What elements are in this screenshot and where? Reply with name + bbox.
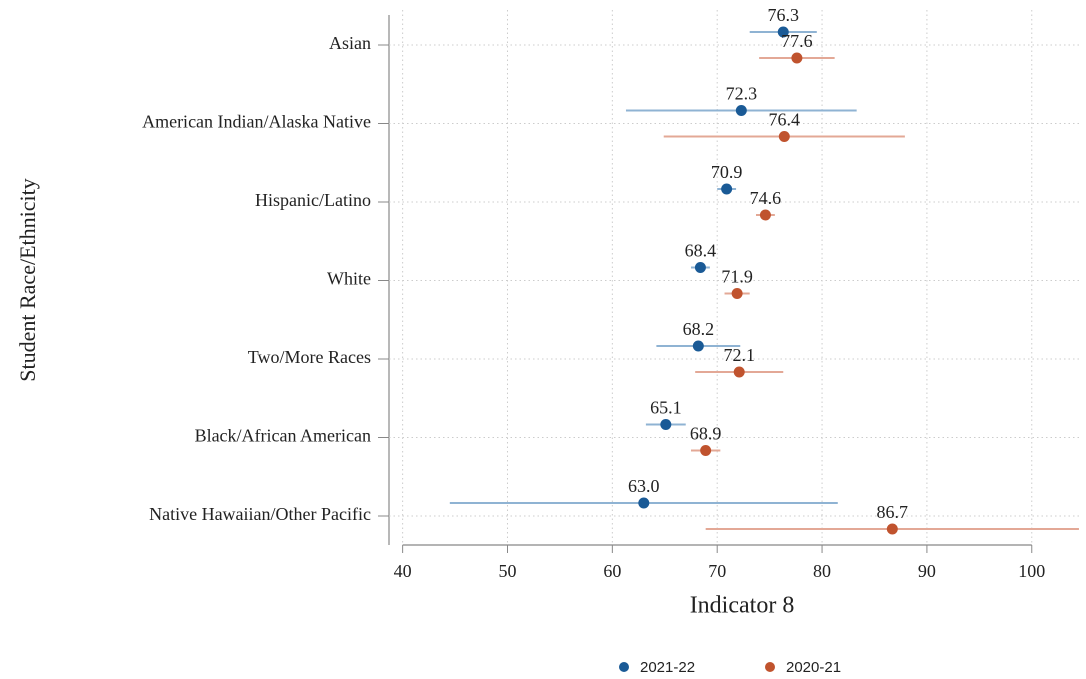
data-label: 76.3 (768, 5, 800, 25)
dot (886, 523, 898, 535)
data-label: 72.3 (726, 84, 758, 104)
x-tick-label: 60 (603, 561, 621, 581)
x-tick-label: 100 (1018, 561, 1045, 581)
dot (777, 26, 789, 38)
dot (731, 288, 743, 299)
dot (791, 52, 803, 64)
data-label: 76.4 (769, 110, 801, 130)
x-tick-label: 80 (813, 561, 831, 581)
dot (721, 183, 733, 195)
dot (735, 105, 747, 116)
y-tick-label: Hispanic/Latino (255, 190, 371, 210)
data-label: 65.1 (650, 398, 682, 418)
y-axis-title: Student Race/Ethnicity (15, 178, 40, 381)
legend-label: 2020-21 (786, 659, 841, 676)
data-label: 68.9 (690, 424, 722, 444)
data-label: 77.6 (781, 31, 813, 51)
dot (778, 131, 790, 142)
dot (692, 340, 704, 352)
legend-marker (765, 662, 775, 672)
data-label: 63.0 (628, 476, 660, 496)
y-tick-label: White (327, 269, 371, 289)
x-tick-label: 50 (498, 561, 516, 581)
dot (759, 209, 771, 221)
data-label: 68.2 (683, 319, 715, 339)
x-axis-title: Indicator 8 (690, 593, 795, 619)
dot (733, 366, 745, 378)
y-tick-label: Black/African American (195, 426, 371, 446)
data-label: 68.4 (685, 241, 717, 261)
plot-area (449, 26, 1079, 535)
x-tick-label: 70 (708, 561, 726, 581)
y-tick-label: Two/More Races (248, 347, 371, 367)
x-tick-label: 40 (394, 561, 412, 581)
dot (660, 419, 672, 430)
legend-label: 2021-22 (640, 659, 695, 676)
y-tick-label: Asian (329, 33, 371, 53)
data-label: 72.1 (723, 345, 755, 365)
legend-marker (619, 662, 629, 672)
data-label: 74.6 (750, 188, 782, 208)
y-tick-label: American Indian/Alaska Native (142, 112, 371, 132)
dot (694, 262, 706, 273)
data-label: 70.9 (711, 162, 743, 182)
x-tick-label: 90 (918, 561, 936, 581)
data-label: 71.9 (721, 267, 753, 287)
dot (700, 445, 712, 456)
y-tick-label: Native Hawaiian/Other Pacific (149, 504, 371, 524)
dot (638, 497, 650, 509)
data-label: 86.7 (877, 502, 909, 522)
